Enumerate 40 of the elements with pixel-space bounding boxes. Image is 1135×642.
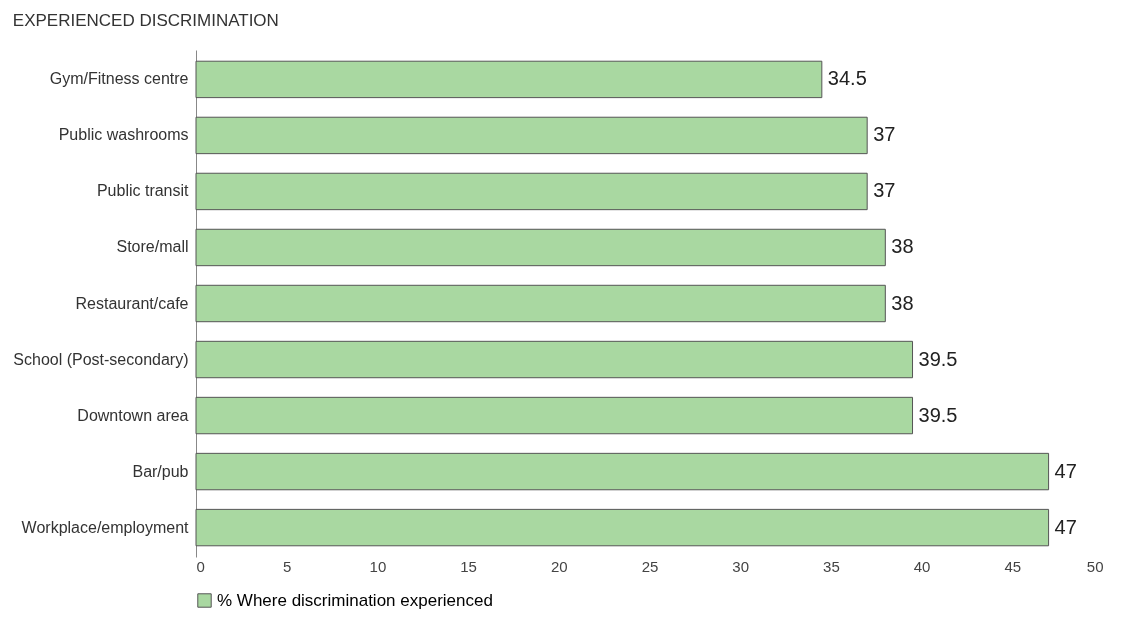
data-label: 47 xyxy=(1054,515,1077,538)
bar xyxy=(195,340,914,379)
data-label: 34.5 xyxy=(827,67,867,90)
bar xyxy=(195,116,868,155)
data-label: 39.5 xyxy=(918,403,958,426)
y-tick-label: Public transit xyxy=(96,182,190,200)
y-tick-label: Store/mall xyxy=(116,238,189,256)
x-tick-label: 30 xyxy=(732,557,750,575)
data-label: 47 xyxy=(1054,459,1077,482)
bar xyxy=(195,172,868,211)
x-tick-label: 20 xyxy=(550,557,568,575)
y-tick-label: Restaurant/cafe xyxy=(75,294,189,312)
x-tick-label: 40 xyxy=(913,557,931,575)
y-tick-label: Workplace/employment xyxy=(21,518,190,536)
bar xyxy=(195,228,886,267)
data-label: 37 xyxy=(873,179,896,202)
data-label: 39.5 xyxy=(918,347,958,370)
x-tick-label: 15 xyxy=(460,557,477,575)
x-tick-label: 0 xyxy=(196,557,205,575)
x-tick-label: 10 xyxy=(369,557,387,575)
bar xyxy=(195,396,914,435)
bar xyxy=(195,452,1050,491)
y-tick-label: Gym/Fitness centre xyxy=(49,70,189,88)
data-label: 37 xyxy=(873,123,896,146)
x-tick-label: 25 xyxy=(641,557,659,575)
x-tick-label: 50 xyxy=(1086,557,1104,575)
bar xyxy=(195,60,823,99)
y-tick-label: Public washrooms xyxy=(58,126,189,144)
legend-label: % Where discrimination experienced xyxy=(217,590,493,610)
y-tick-label: School (Post-secondary) xyxy=(13,350,189,368)
x-tick-label: 45 xyxy=(1004,557,1022,575)
y-tick-label: Downtown area xyxy=(77,406,189,424)
x-tick-label: 35 xyxy=(823,557,840,575)
data-label: 38 xyxy=(891,291,914,314)
chart-title: EXPERIENCED DISCRIMINATION xyxy=(12,11,279,30)
y-tick-label: Bar/pub xyxy=(132,462,189,480)
x-tick-label: 5 xyxy=(283,557,292,575)
data-label: 38 xyxy=(891,235,914,258)
bar xyxy=(195,508,1050,547)
bar xyxy=(195,284,886,323)
